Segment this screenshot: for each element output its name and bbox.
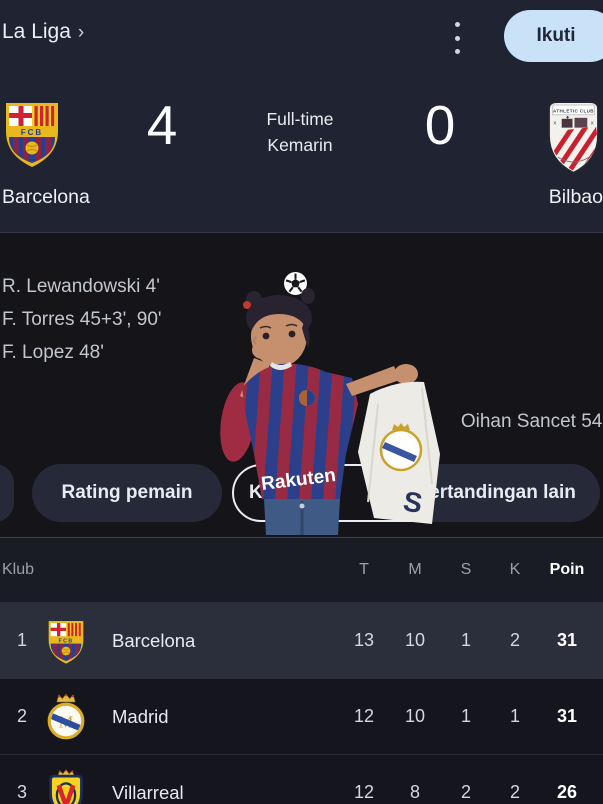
- barcelona-crest-small: [46, 617, 86, 665]
- cell-points: 31: [556, 706, 578, 726]
- chevron-right-icon: ›: [77, 21, 85, 43]
- table-row-villarreal[interactable]: 3 Villarreal 12 8 2 2 26: [0, 755, 603, 804]
- cell-points: 26: [556, 782, 578, 802]
- cell-drawn: 1: [460, 630, 471, 650]
- league-breadcrumb[interactable]: La Liga ›: [2, 20, 84, 44]
- col-header-t: T: [359, 561, 369, 578]
- standings-table: Klub T M S K Poin 1 Barcelona 13 10 1 2 …: [0, 537, 603, 804]
- rank: 2: [16, 706, 27, 726]
- club-column-header: Klub: [2, 561, 35, 578]
- rank: 1: [16, 630, 27, 650]
- col-header-s: S: [460, 561, 472, 578]
- home-scorer-list: R. Lewandowski 4' F. Torres 45+3', 90' F…: [2, 270, 162, 369]
- cell-points: 31: [556, 630, 578, 650]
- status-day: Kemarin: [267, 135, 333, 155]
- club-name: Madrid: [112, 705, 169, 727]
- rank: 3: [16, 782, 27, 802]
- club-name: Barcelona: [112, 629, 196, 651]
- toddler-overlay-image: Rakuten S: [220, 288, 440, 535]
- league-label: La Liga: [2, 20, 71, 43]
- col-header-k: K: [509, 561, 521, 578]
- col-header-m: M: [408, 561, 422, 578]
- bag-crest-real-madrid: [379, 423, 423, 472]
- cell-drawn: 2: [460, 782, 471, 802]
- cell-lost: 1: [509, 706, 520, 726]
- cell-drawn: 1: [460, 706, 471, 726]
- more-options-icon[interactable]: [449, 19, 465, 57]
- cell-won: 8: [409, 782, 420, 802]
- barcelona-crest-large: [2, 97, 62, 169]
- cell-played: 12: [353, 782, 375, 802]
- chip-player-ratings[interactable]: Rating pemain: [32, 464, 222, 522]
- club-name: Villarreal: [112, 781, 184, 803]
- match-header-card: La Liga › Ikuti 4 Full-time Kemarin 0 Ba…: [0, 0, 603, 233]
- athletic-club-crest-large: [544, 96, 603, 175]
- cell-won: 10: [404, 706, 426, 726]
- table-row-madrid[interactable]: 2 Madrid 12 10 1 1 31: [0, 679, 603, 755]
- cell-lost: 2: [509, 630, 520, 650]
- cell-played: 12: [353, 706, 375, 726]
- home-scorer: F. Lopez 48': [2, 342, 104, 363]
- col-header-poin: Poin: [549, 561, 585, 578]
- chip-partial-left[interactable]: [0, 464, 14, 522]
- standings-header-row: Klub T M S K Poin: [0, 538, 603, 603]
- home-score: 4: [146, 94, 178, 156]
- villarreal-crest-small: [46, 768, 86, 804]
- home-team-name[interactable]: Barcelona: [2, 186, 90, 208]
- bag-letter-text: S: [401, 485, 425, 519]
- status-fulltime: Full-time: [266, 109, 334, 129]
- cell-won: 10: [404, 630, 426, 650]
- chip-other-matches[interactable]: ertandingan lain: [405, 464, 600, 522]
- follow-button[interactable]: Ikuti: [504, 10, 603, 62]
- home-scorer: R. Lewandowski 4': [2, 276, 160, 297]
- table-row-barcelona[interactable]: 1 Barcelona 13 10 1 2 31: [0, 603, 603, 679]
- away-scorer: Oihan Sancet 54': [460, 411, 603, 432]
- cell-lost: 2: [509, 782, 520, 802]
- away-score: 0: [424, 94, 456, 156]
- cell-played: 13: [353, 630, 375, 650]
- home-scorer: F. Torres 45+3', 90': [2, 309, 162, 330]
- real-madrid-crest-small: [46, 692, 86, 741]
- away-team-name[interactable]: Bilbao: [548, 186, 603, 208]
- match-status: Full-time Kemarin: [225, 106, 375, 158]
- match-events-section: R. Lewandowski 4' F. Torres 45+3', 90' F…: [0, 234, 603, 536]
